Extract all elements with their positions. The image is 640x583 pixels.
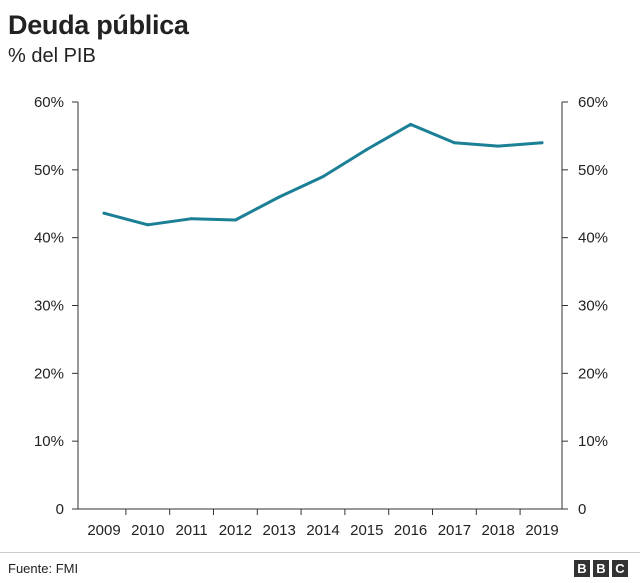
x-tick-label: 2016 [394,522,427,539]
x-tick-label: 2011 [175,522,207,539]
x-tick-label: 2013 [263,522,296,539]
data-point [190,217,194,221]
y-tick-label-left: 50% [34,162,64,179]
x-tick-label: 2017 [438,522,471,539]
x-tick-label: 2015 [350,522,383,539]
data-point [146,223,150,227]
x-tick-label: 2018 [482,522,515,539]
y-tick-label-left: 10% [34,433,64,450]
data-point [496,144,500,148]
logo-letter: B [574,560,590,577]
x-tick-label: 2012 [219,522,252,539]
y-tick-label-left: 0 [56,501,64,518]
x-tick-label: 2014 [306,522,339,539]
y-tick-label-right: 10% [578,433,608,450]
x-tick-label: 2019 [525,522,558,539]
y-tick-label-right: 30% [578,298,608,315]
y-tick-label-right: 60% [578,94,608,111]
x-tick-label: 2009 [87,522,120,539]
data-point [321,175,325,179]
data-point [102,211,106,215]
y-tick-label-left: 30% [34,298,64,315]
chart-subtitle: % del PIB [8,45,96,67]
footer-divider [0,552,640,553]
y-tick-label-right: 40% [578,230,608,247]
bbc-logo: B B C [574,560,628,577]
line-chart: 0 0 10% 10% 20% 20% 30% 30% 40% 40% 50% 50% 60% 60% 20… [34,94,608,539]
data-point [409,122,413,126]
series-line [102,122,544,227]
data-point [365,147,369,151]
y-tick-label-left: 20% [34,365,64,382]
chart-title: Deuda pública [8,10,189,40]
data-point [277,195,281,199]
chart-series [102,122,544,227]
data-point [452,141,456,145]
y-tick-label-left: 60% [34,94,64,111]
y-tick-label-right: 20% [578,365,608,382]
y-tick-label-right: 0 [578,501,586,518]
logo-letter: B [593,560,609,577]
logo-letter: C [612,560,628,577]
data-point [233,218,237,222]
chart-axes: 0 0 10% 10% 20% 20% 30% 30% 40% 40% 50% 50% 60% 60% 20… [34,94,608,539]
x-tick-label: 2010 [131,522,164,539]
y-tick-label-left: 40% [34,230,64,247]
y-tick-label-right: 50% [578,162,608,179]
data-point [540,141,544,145]
source-note: Fuente: FMI [8,561,79,576]
